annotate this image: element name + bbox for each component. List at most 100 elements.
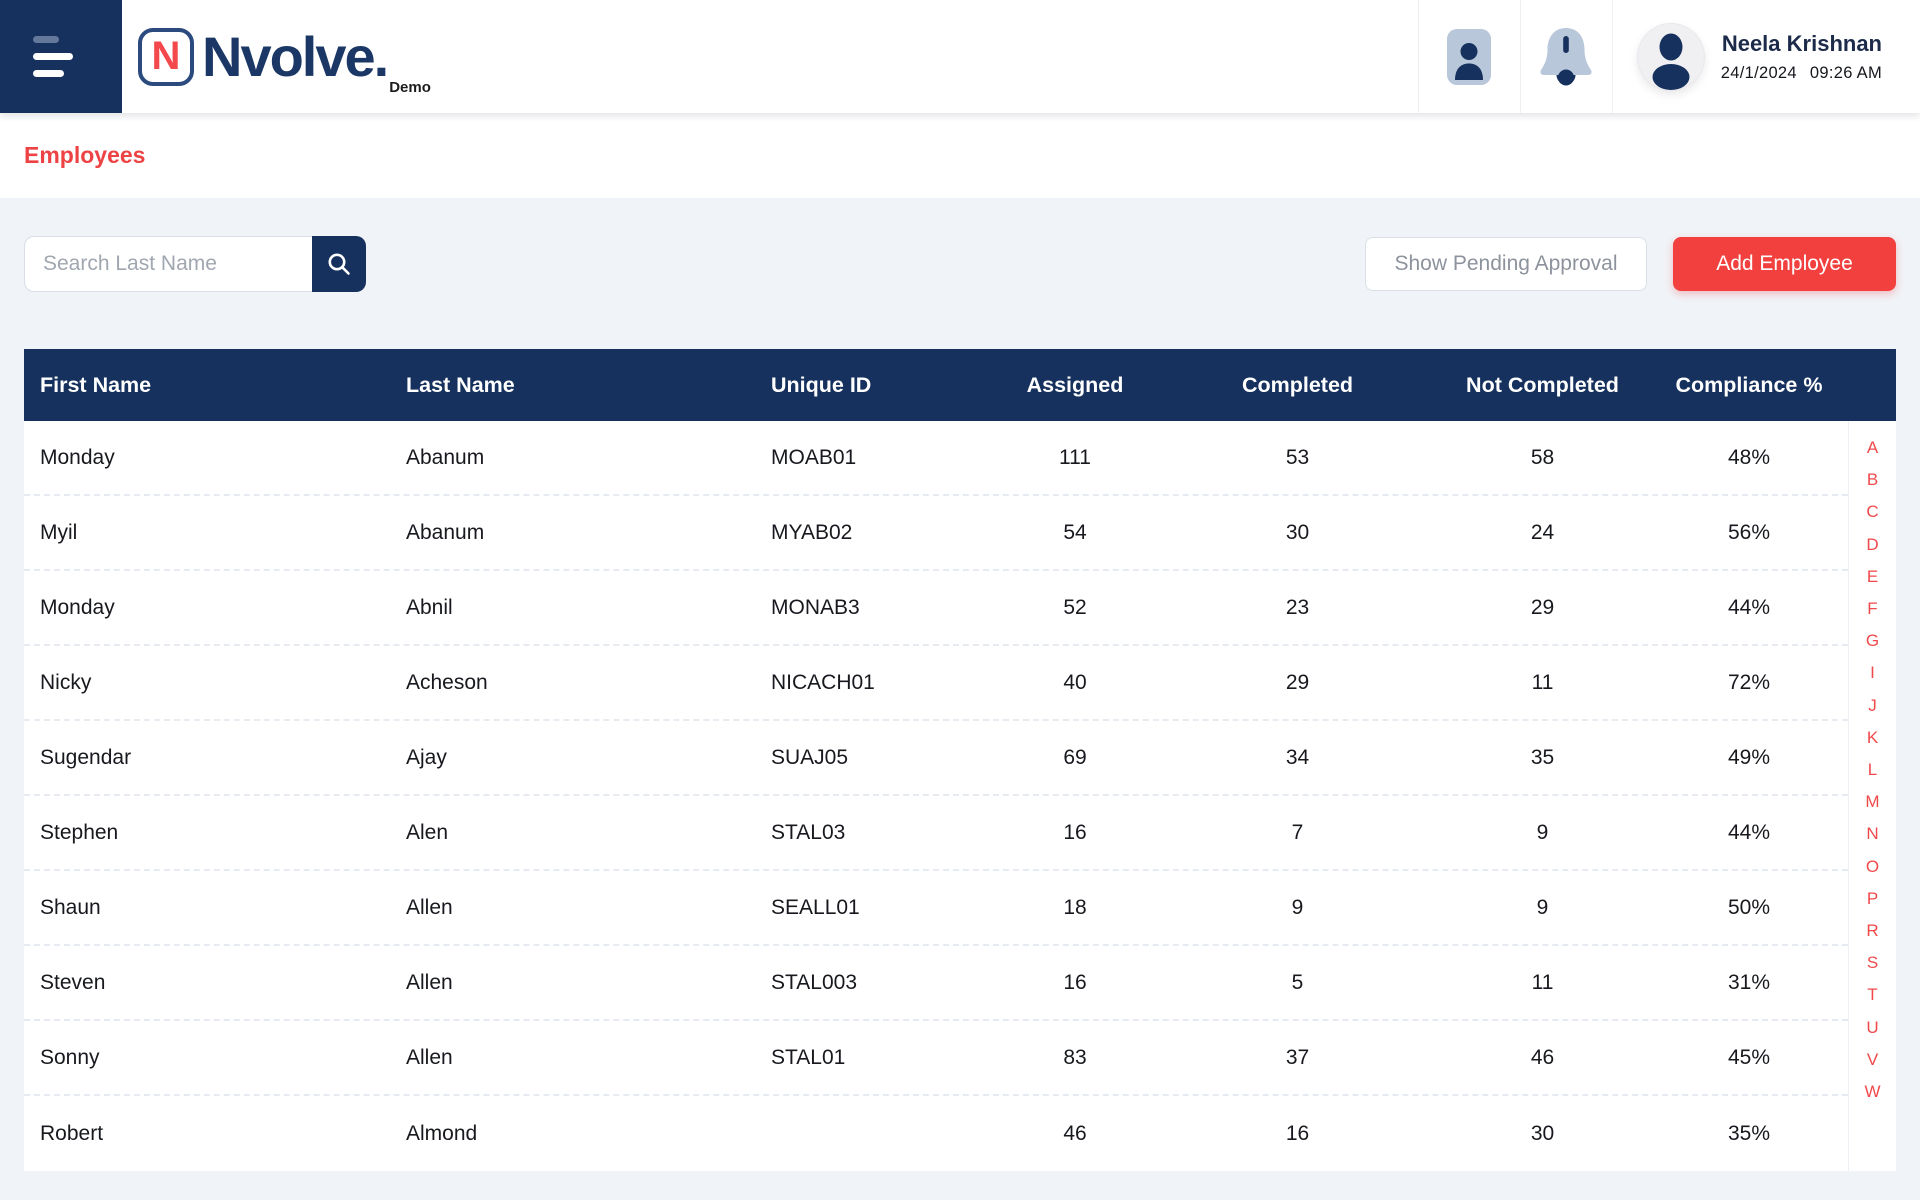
cell-first-name: Sonny — [40, 1045, 100, 1069]
avatar-icon — [1652, 33, 1690, 90]
alphabet-letter[interactable]: J — [1868, 690, 1877, 722]
alphabet-letter[interactable]: W — [1864, 1076, 1880, 1108]
cell-completed: 29 — [1285, 670, 1310, 694]
search-group — [24, 236, 366, 292]
cell-compliance: 56% — [1727, 520, 1771, 544]
alphabet-letter[interactable]: E — [1867, 561, 1878, 593]
cell-assigned: 16 — [1063, 820, 1087, 844]
magnifier-icon — [328, 253, 350, 275]
cell-assigned: 69 — [1063, 745, 1087, 769]
alphabet-letter[interactable]: R — [1866, 915, 1878, 947]
table-rows: Monday Abanum MOAB01 111 53 58 48% Myil … — [24, 421, 1848, 1171]
cell-unique-id: MYAB02 — [771, 520, 853, 544]
alphabet-letter[interactable]: O — [1866, 851, 1879, 883]
alphabet-letter[interactable]: S — [1867, 947, 1878, 979]
cell-last-name: Abanum — [406, 520, 485, 544]
cell-last-name: Acheson — [406, 670, 488, 694]
cell-first-name: Shaun — [40, 895, 101, 919]
cell-completed: 23 — [1285, 595, 1310, 619]
column-header-not-completed: Not Completed — [1466, 372, 1619, 397]
cell-assigned: 54 — [1063, 520, 1087, 544]
alphabet-letter[interactable]: G — [1866, 625, 1879, 657]
cell-unique-id: MONAB3 — [771, 595, 860, 619]
notifications-button[interactable] — [1521, 0, 1612, 113]
toolbar: Show Pending Approval Add Employee — [24, 236, 1896, 292]
alphabet-letter[interactable]: K — [1867, 722, 1878, 754]
alphabet-letter[interactable]: L — [1868, 754, 1877, 786]
alphabet-letter[interactable]: I — [1870, 657, 1875, 689]
cell-compliance: 50% — [1727, 895, 1771, 919]
cell-last-name: Almond — [406, 1121, 478, 1145]
title-bar: Employees — [0, 113, 1920, 198]
alphabet-letter[interactable]: C — [1866, 496, 1878, 528]
table-row[interactable]: Sonny Allen STAL01 83 37 46 45% — [24, 1021, 1848, 1096]
contacts-button[interactable] — [1419, 0, 1520, 113]
user-name: Neela Krishnan — [1721, 30, 1882, 56]
alphabet-letter[interactable]: B — [1867, 464, 1878, 496]
alphabet-letter[interactable]: P — [1867, 883, 1878, 915]
cell-completed: 16 — [1285, 1121, 1310, 1145]
add-employee-button[interactable]: Add Employee — [1673, 237, 1896, 291]
column-header-last-name: Last Name — [406, 372, 515, 397]
column-header-assigned: Assigned — [1026, 372, 1124, 397]
cell-compliance: 44% — [1727, 595, 1771, 619]
alphabet-letter[interactable]: D — [1866, 529, 1878, 561]
divider — [1417, 0, 1419, 113]
table-row[interactable]: Shaun Allen SEALL01 18 9 9 50% — [24, 871, 1848, 946]
table-row[interactable]: Monday Abanum MOAB01 111 53 58 48% — [24, 421, 1848, 496]
table-row[interactable]: Nicky Acheson NICACH01 40 29 11 72% — [24, 646, 1848, 721]
cell-last-name: Abnil — [406, 595, 453, 619]
divider — [1611, 0, 1613, 113]
cell-last-name: Alen — [406, 820, 449, 844]
alphabet-letter[interactable]: T — [1867, 979, 1877, 1011]
alphabet-letter[interactable]: U — [1866, 1012, 1878, 1044]
cell-completed: 37 — [1285, 1045, 1310, 1069]
page-title: Employees — [24, 142, 146, 168]
cell-completed: 30 — [1285, 520, 1310, 544]
cell-completed: 9 — [1291, 895, 1304, 919]
alphabet-letter[interactable]: A — [1867, 432, 1878, 464]
menu-button[interactable] — [0, 0, 122, 113]
alphabet-letter[interactable]: M — [1865, 786, 1879, 818]
search-input[interactable] — [24, 236, 312, 292]
cell-unique-id: STAL01 — [771, 1045, 846, 1069]
search-button[interactable] — [312, 236, 366, 292]
alphabet-letter[interactable]: V — [1867, 1044, 1878, 1076]
cell-first-name: Robert — [40, 1121, 104, 1145]
cell-not-completed: 46 — [1530, 1045, 1555, 1069]
cell-completed: 5 — [1291, 970, 1304, 994]
cell-unique-id: NICACH01 — [771, 670, 875, 694]
cell-not-completed: 9 — [1536, 895, 1549, 919]
bell-icon — [1540, 27, 1592, 85]
toolbar-actions: Show Pending Approval Add Employee — [1365, 237, 1896, 291]
table-row[interactable]: Myil Abanum MYAB02 54 30 24 56% — [24, 496, 1848, 571]
cell-completed: 34 — [1285, 745, 1310, 769]
cell-first-name: Monday — [40, 595, 115, 619]
brand-wordmark: Nvolve. — [202, 25, 389, 88]
table-header-row: First Name Last Name Unique ID Assigned … — [24, 349, 1896, 421]
cell-first-name: Myil — [40, 520, 78, 544]
table-body: Monday Abanum MOAB01 111 53 58 48% Myil … — [24, 421, 1896, 1171]
cell-completed: 53 — [1285, 445, 1310, 469]
alphabet-letter[interactable]: F — [1867, 593, 1877, 625]
contact-badge-icon — [1447, 28, 1492, 85]
cell-compliance: 44% — [1727, 820, 1771, 844]
divider — [1519, 0, 1521, 113]
date-label: 24/1/2024 — [1720, 63, 1797, 82]
cell-compliance: 45% — [1727, 1045, 1771, 1069]
cell-not-completed: 9 — [1536, 820, 1549, 844]
cell-compliance: 35% — [1727, 1121, 1771, 1145]
column-header-completed: Completed — [1241, 372, 1354, 397]
table-row[interactable]: Monday Abnil MONAB3 52 23 29 44% — [24, 571, 1848, 646]
cell-unique-id: SUAJ05 — [771, 745, 849, 769]
profile-button[interactable] — [1613, 0, 1721, 113]
table-row[interactable]: Robert Almond 46 16 30 35% — [24, 1096, 1848, 1171]
table-row[interactable]: Steven Allen STAL003 16 5 11 31% — [24, 946, 1848, 1021]
table-row[interactable]: Stephen Alen STAL03 16 7 9 44% — [24, 796, 1848, 871]
alphabet-letter[interactable]: N — [1866, 818, 1878, 850]
cell-not-completed: 24 — [1530, 520, 1555, 544]
cell-last-name: Allen — [406, 970, 453, 994]
user-info: Neela Krishnan 24/1/2024 09:26 AM — [1721, 0, 1920, 113]
show-pending-approval-button[interactable]: Show Pending Approval — [1365, 237, 1647, 291]
table-row[interactable]: Sugendar Ajay SUAJ05 69 34 35 49% — [24, 721, 1848, 796]
